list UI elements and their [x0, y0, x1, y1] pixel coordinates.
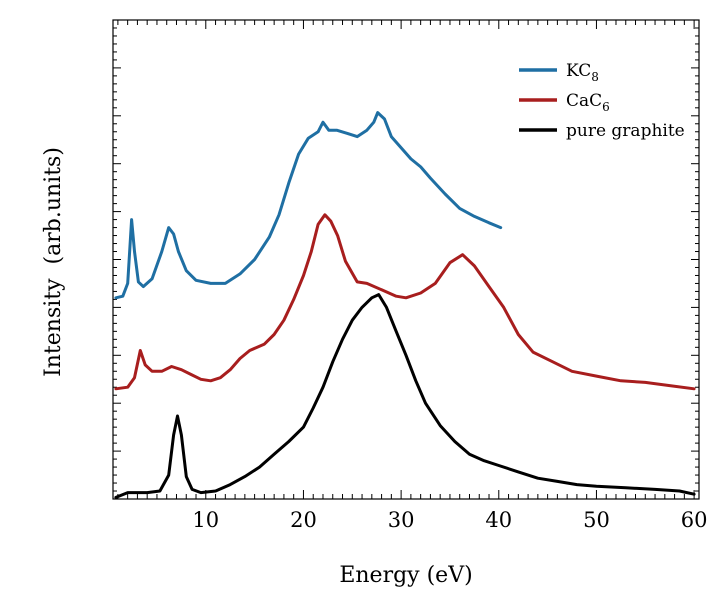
x-axis-label: Energy (eV) — [339, 563, 472, 588]
x-tick-label: 10 — [192, 508, 219, 532]
x-tick-label: 20 — [290, 508, 317, 532]
x-tick-labels: 10 20 30 40 50 60 — [192, 508, 707, 532]
legend-label: KC8 — [566, 61, 599, 84]
legend-label: CaC6 — [566, 91, 610, 114]
series-line — [114, 293, 696, 499]
x-tick-label: 60 — [681, 508, 708, 532]
x-tick-label: 30 — [388, 508, 415, 532]
legend-label: pure graphite — [566, 121, 685, 141]
series-line — [114, 213, 696, 391]
series-layer — [114, 111, 696, 499]
legend: KC8 CaC6 pure graphite — [519, 61, 685, 141]
x-tick-label: 40 — [485, 508, 512, 532]
y-axis-label: Intensity (arb.units) — [41, 147, 66, 377]
series-line — [114, 111, 503, 300]
tick-marks — [113, 19, 699, 500]
plot-frame — [112, 19, 700, 500]
x-tick-label: 50 — [583, 508, 610, 532]
